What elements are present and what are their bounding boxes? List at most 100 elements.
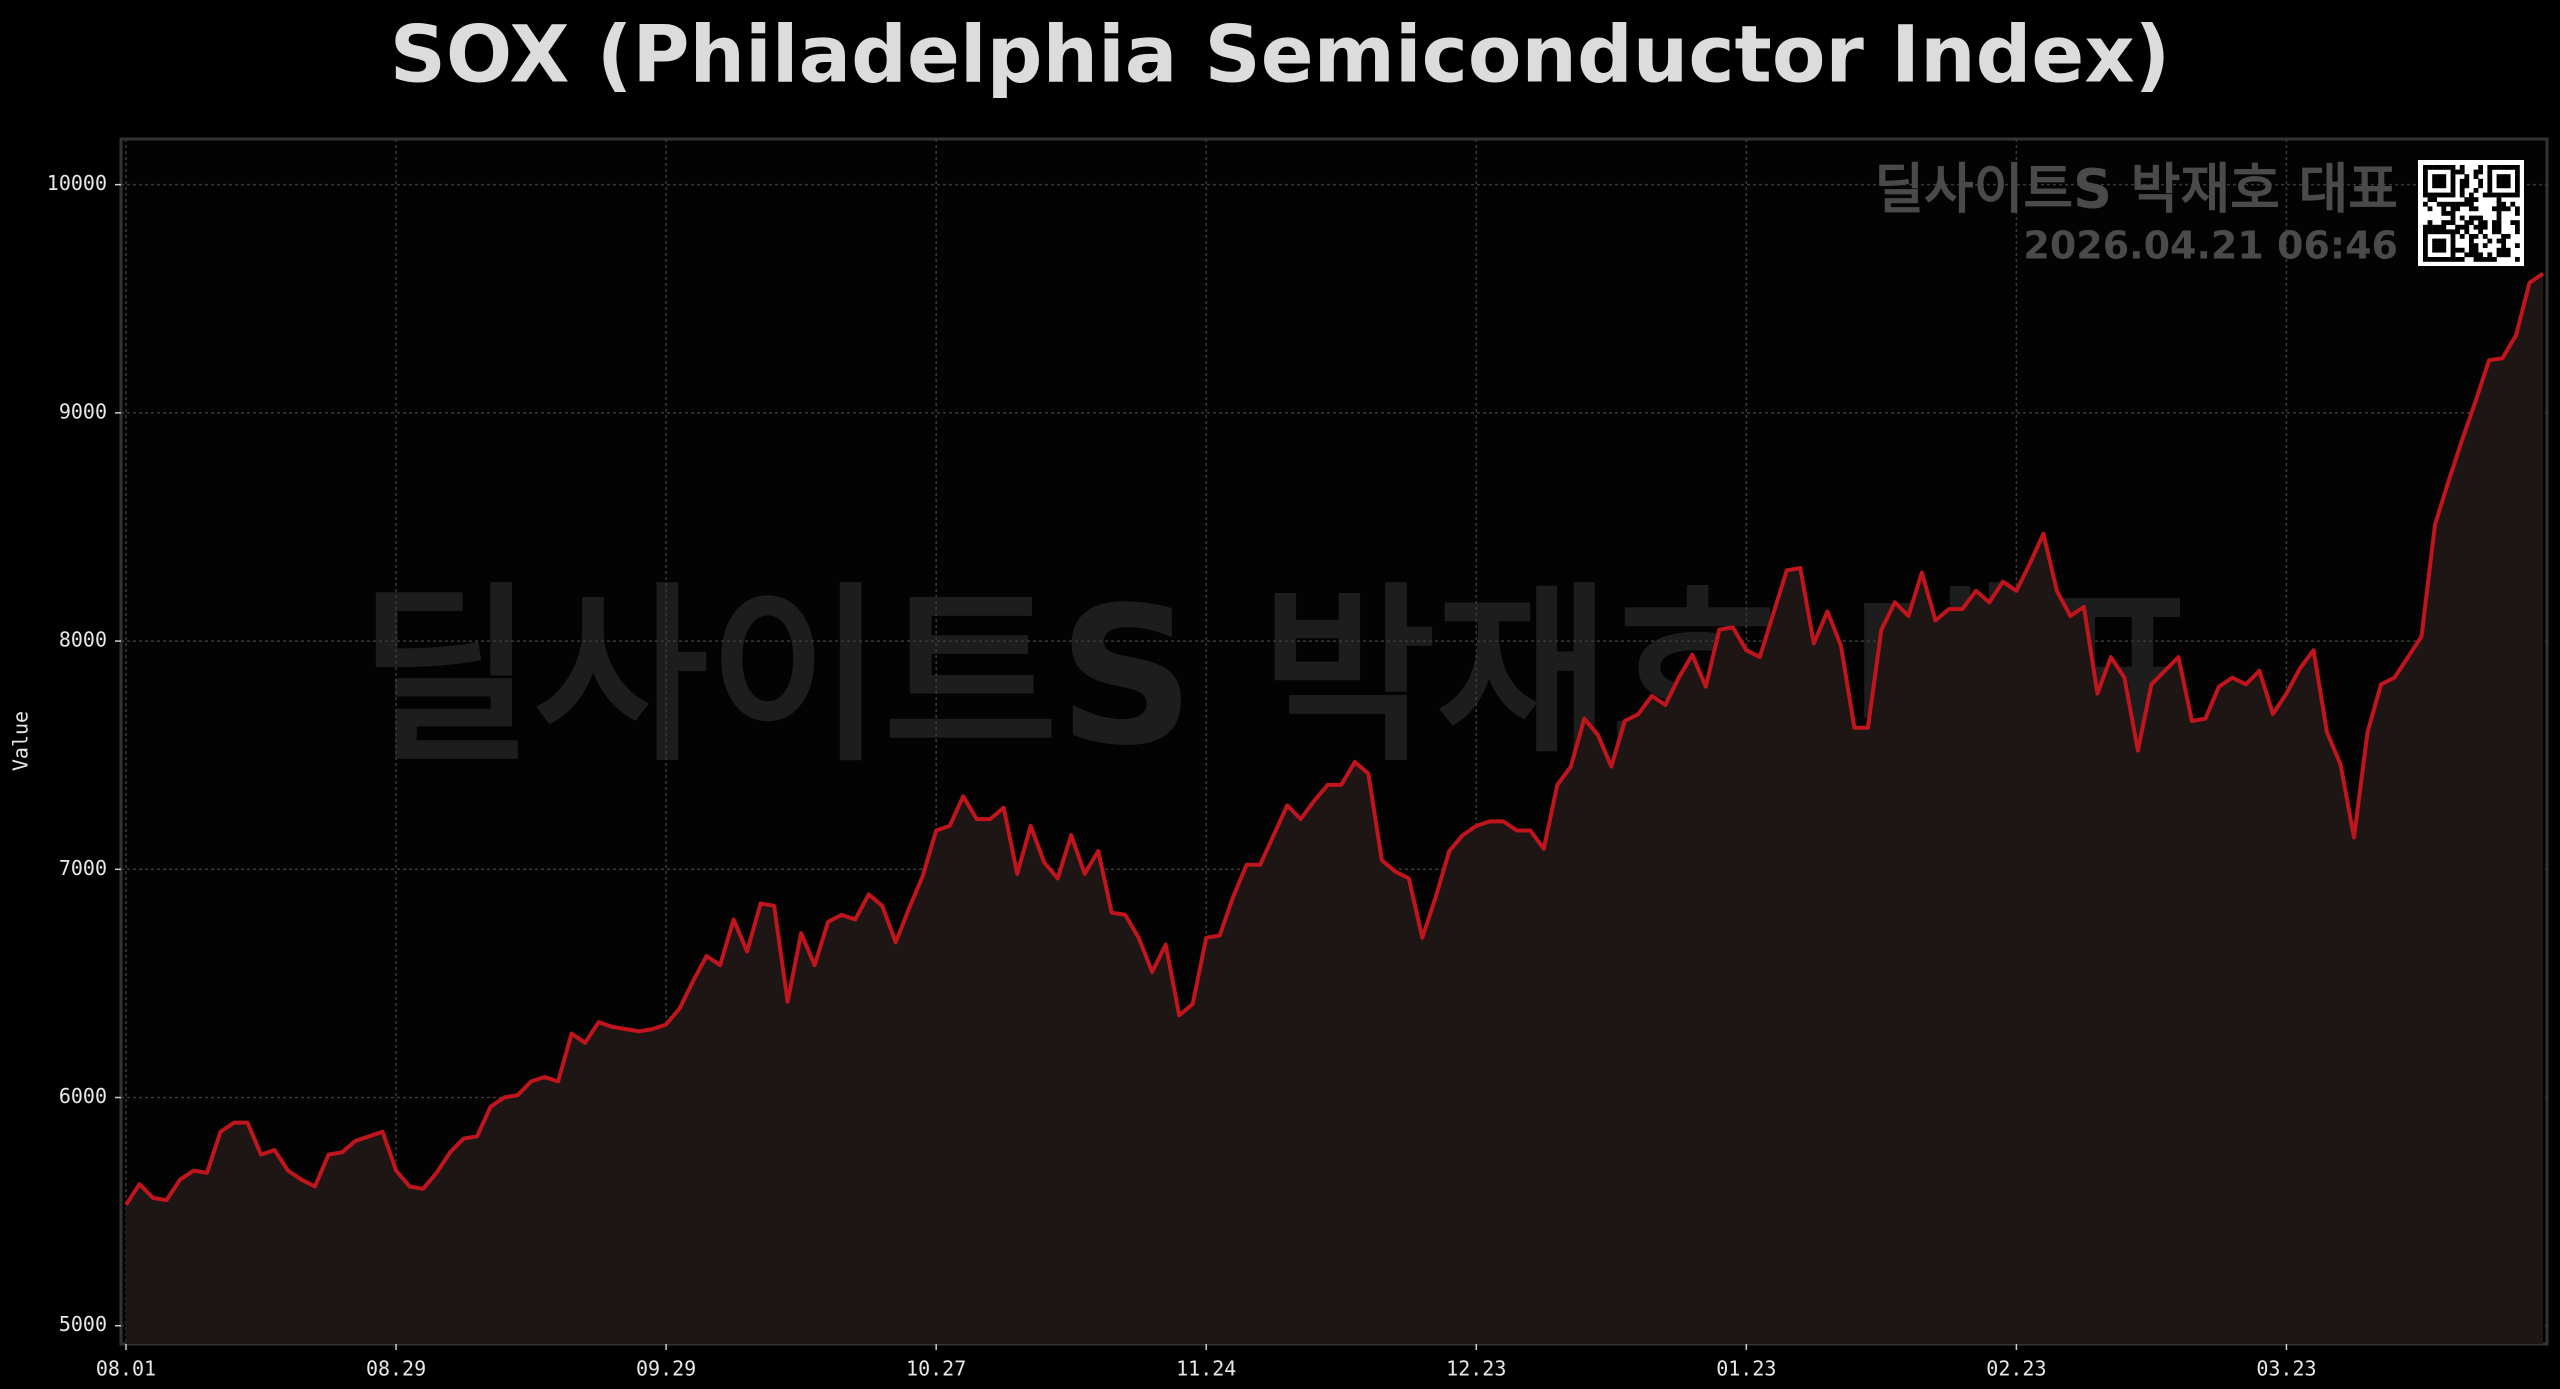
qr-cell [2496, 206, 2502, 212]
qr-cell [2515, 211, 2520, 216]
qr-cell [2423, 188, 2428, 193]
qr-cell [2450, 201, 2456, 207]
qr-cell [2423, 234, 2428, 239]
qr-cell [2482, 234, 2488, 239]
qr-cell [2436, 229, 2442, 235]
qr-cell [2459, 192, 2465, 198]
qr-cell [2464, 178, 2470, 184]
qr-cell [2423, 257, 2428, 262]
qr-cell [2450, 220, 2456, 225]
qr-cell [2446, 211, 2451, 216]
qr-cell [2441, 257, 2447, 262]
y-tick-label: 8000 [59, 628, 107, 652]
qr-cell [2515, 224, 2520, 230]
qr-cell [2492, 206, 2497, 212]
qr-cell [2441, 229, 2447, 235]
qr-cell [2436, 201, 2442, 207]
qr-cell [2487, 188, 2493, 193]
qr-cell [2487, 165, 2493, 170]
qr-cell [2450, 183, 2456, 189]
qr-cell [2423, 252, 2428, 258]
qr-cell [2487, 178, 2493, 184]
qr-cell [2455, 169, 2460, 175]
qr-cell [2473, 224, 2479, 230]
qr-cell [2427, 257, 2433, 262]
x-tick-label: 11.24 [1176, 1357, 1236, 1381]
qr-cell [2478, 183, 2483, 189]
qr-cell [2505, 174, 2511, 179]
watermark: 딜사이트S 박재호 대표 [1874, 158, 2398, 221]
qr-cell [2478, 257, 2483, 262]
qr-cell [2423, 192, 2428, 198]
qr-cell [2473, 169, 2479, 175]
qr-cell [2505, 165, 2511, 170]
qr-cell [2427, 192, 2433, 198]
chart-title: SOX (Philadelphia Semiconductor Index) [390, 10, 2171, 100]
qr-cell [2515, 188, 2520, 193]
qr-cell [2492, 192, 2497, 198]
qr-cell [2450, 229, 2456, 235]
y-tick-label: 6000 [59, 1084, 107, 1108]
qr-cell [2432, 165, 2437, 170]
qr-cell [2469, 243, 2474, 248]
timestamp: 2026.04.21 06:46 [2023, 224, 2398, 268]
qr-cell [2459, 169, 2465, 175]
x-tick-label: 02.23 [1986, 1357, 2046, 1381]
qr-cell [2432, 174, 2437, 179]
qr-cell [2501, 238, 2506, 244]
qr-cell [2478, 169, 2483, 175]
qr-cell [2441, 224, 2447, 230]
qr-cell [2510, 165, 2516, 170]
qr-cell [2469, 215, 2474, 221]
qr-cell [2482, 243, 2488, 248]
qr-cell [2487, 238, 2493, 244]
qr-cell [2501, 243, 2506, 248]
qr-cell [2515, 174, 2520, 179]
qr-cell [2446, 165, 2451, 170]
qr-cell [2427, 165, 2433, 170]
qr-cell [2432, 247, 2437, 253]
qr-cell [2423, 165, 2428, 170]
qr-cell [2505, 234, 2511, 239]
qr-cell [2441, 183, 2447, 189]
qr-cell [2459, 234, 2465, 239]
x-tick-label: 03.23 [2256, 1357, 2316, 1381]
qr-cell [2496, 247, 2502, 253]
qr-cell [2436, 165, 2442, 170]
qr-cell [2450, 188, 2456, 193]
qr-cell [2501, 247, 2506, 253]
qr-cell [2478, 215, 2483, 221]
qr-cell [2515, 178, 2520, 184]
qr-cell [2459, 188, 2465, 193]
qr-cell [2496, 220, 2502, 225]
qr-cell [2423, 183, 2428, 189]
qr-cell [2469, 192, 2474, 198]
qr-cell [2455, 257, 2460, 262]
qr-cell [2478, 224, 2483, 230]
qr-cell [2432, 229, 2437, 235]
qr-cell [2501, 234, 2506, 239]
qr-cell [2464, 197, 2470, 202]
qr-cell [2459, 183, 2465, 189]
qr-cell [2455, 224, 2460, 230]
qr-cell [2496, 224, 2502, 230]
qr-cell [2441, 243, 2447, 248]
qr-cell [2505, 247, 2511, 253]
qr-cell [2496, 215, 2502, 221]
qr-cell [2464, 174, 2470, 179]
qr-cell [2464, 229, 2470, 235]
qr-cell [2473, 234, 2479, 239]
qr-cell [2515, 169, 2520, 175]
qr-cell [2464, 220, 2470, 225]
y-tick-label: 10000 [47, 171, 107, 195]
qr-code [2418, 160, 2524, 266]
qr-cell [2482, 224, 2488, 230]
qr-cell [2482, 192, 2488, 198]
qr-cell [2441, 165, 2447, 170]
qr-cell [2478, 229, 2483, 235]
qr-cell [2473, 247, 2479, 253]
qr-cell [2423, 224, 2428, 230]
qr-cell [2473, 243, 2479, 248]
qr-cell [2492, 229, 2497, 235]
